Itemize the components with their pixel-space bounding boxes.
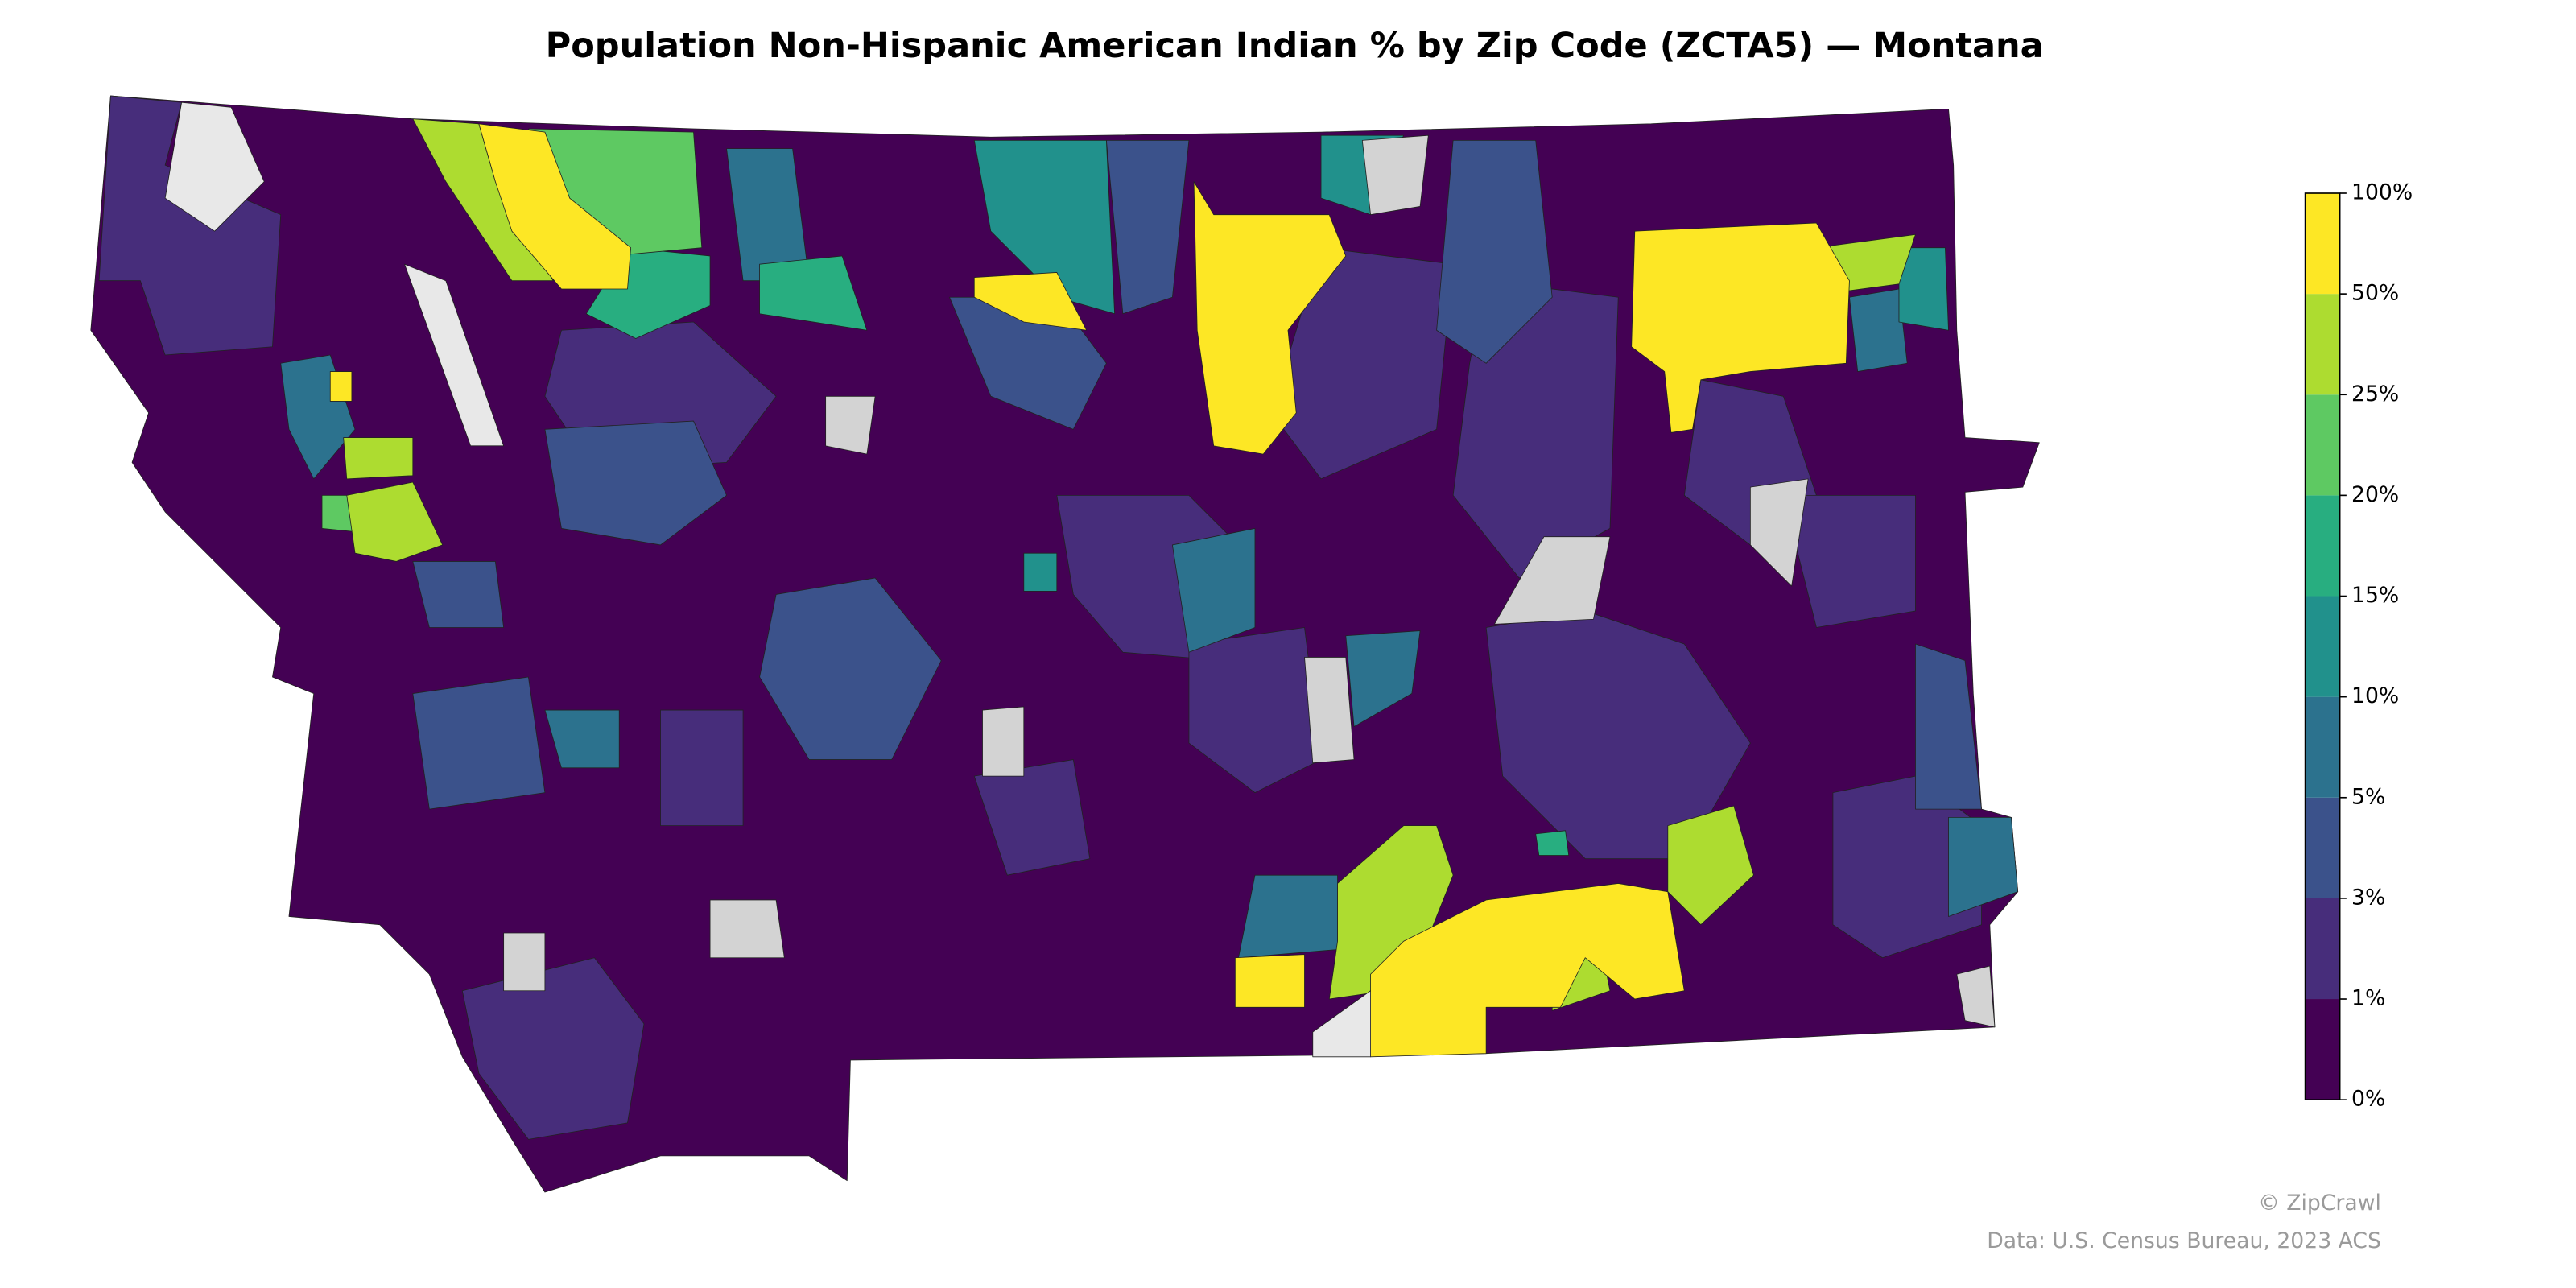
zip-region [1436, 139, 1553, 364]
no-data-region [503, 932, 546, 992]
zip-region [346, 481, 444, 562]
zip-region [1535, 830, 1570, 856]
no-data-region [1494, 536, 1611, 625]
zip-region [1915, 643, 1982, 810]
zip-region [1023, 552, 1058, 592]
no-data-region [709, 899, 785, 959]
colorbar-tick-label: 20% [2351, 482, 2399, 507]
colorbar-segment [2305, 294, 2340, 395]
zip-region [1172, 527, 1256, 653]
colorbar-tick-label: 1% [2351, 986, 2385, 1011]
no-data-region [1312, 990, 1371, 1058]
zip-region [1667, 805, 1754, 926]
colorbar-tick-label: 5% [2351, 784, 2385, 809]
zip-region [660, 709, 744, 827]
colorbar-tick-label: 0% [2351, 1087, 2385, 1112]
colorbar-tick-label: 10% [2351, 683, 2399, 708]
zip-region [759, 577, 942, 760]
zip-region [478, 123, 631, 290]
zip-region [329, 371, 353, 402]
no-data-region [982, 706, 1025, 777]
zip-region [1234, 954, 1305, 1008]
colorbar-frame [2304, 192, 2341, 1100]
colorbar-segment [2305, 193, 2340, 295]
colorbar-segment [2305, 898, 2340, 1000]
zip-region [1193, 181, 1347, 455]
zip-region [1188, 627, 1322, 794]
no-data-region [164, 101, 265, 232]
data-source: Data: U.S. Census Bureau, 2023 ACS [1987, 1228, 2381, 1253]
zip-region [544, 420, 727, 546]
no-data-region [1304, 656, 1355, 764]
map-title: Population Non-Hispanic American Indian … [546, 26, 2044, 66]
colorbar-tick-label: 3% [2351, 885, 2385, 910]
montana-map [90, 95, 2040, 1193]
no-data-region [1361, 134, 1429, 216]
colorbar-tick-label: 15% [2351, 583, 2399, 608]
colorbar-segment [2305, 999, 2340, 1100]
zip-region [343, 437, 414, 480]
zip-region [98, 95, 282, 356]
zip-region [1105, 139, 1190, 315]
colorbar: 0% 1% 3% 5% 10% 15% 20% 25% 50% 100% [2304, 180, 2413, 1112]
credit: © ZipCrawl [2258, 1191, 2381, 1216]
no-data-region [825, 395, 876, 455]
colorbar-segment [2305, 495, 2340, 597]
colorbar-tick-label: 25% [2351, 382, 2399, 407]
zip-region [973, 759, 1091, 876]
zip-region [1631, 222, 1850, 433]
colorbar-segment [2305, 797, 2340, 898]
colorbar-tick-label: 100% [2351, 180, 2413, 205]
zip-region [412, 561, 505, 628]
zip-region [461, 957, 645, 1140]
zip-region [544, 709, 620, 769]
colorbar-tick-label: 50% [2351, 281, 2399, 306]
colorbar-segment [2305, 696, 2340, 798]
zip-region [1948, 816, 2019, 917]
zip-region [759, 255, 868, 331]
colorbar-segment [2305, 596, 2340, 697]
zip-region [1898, 247, 1949, 331]
no-data-region [404, 263, 505, 447]
zip-region [1849, 288, 1908, 372]
colorbar-segment [2305, 394, 2340, 496]
zip-region [973, 272, 1088, 331]
zip-region [1345, 630, 1421, 727]
zip-region [1238, 874, 1338, 959]
zip-region [973, 139, 1116, 315]
no-data-region [1956, 965, 1996, 1028]
no-data-region [1749, 478, 1809, 587]
zip-region [1782, 494, 1916, 628]
zip-region [1485, 610, 1751, 860]
zip-region [412, 676, 546, 810]
zip-region [1370, 883, 1685, 1058]
